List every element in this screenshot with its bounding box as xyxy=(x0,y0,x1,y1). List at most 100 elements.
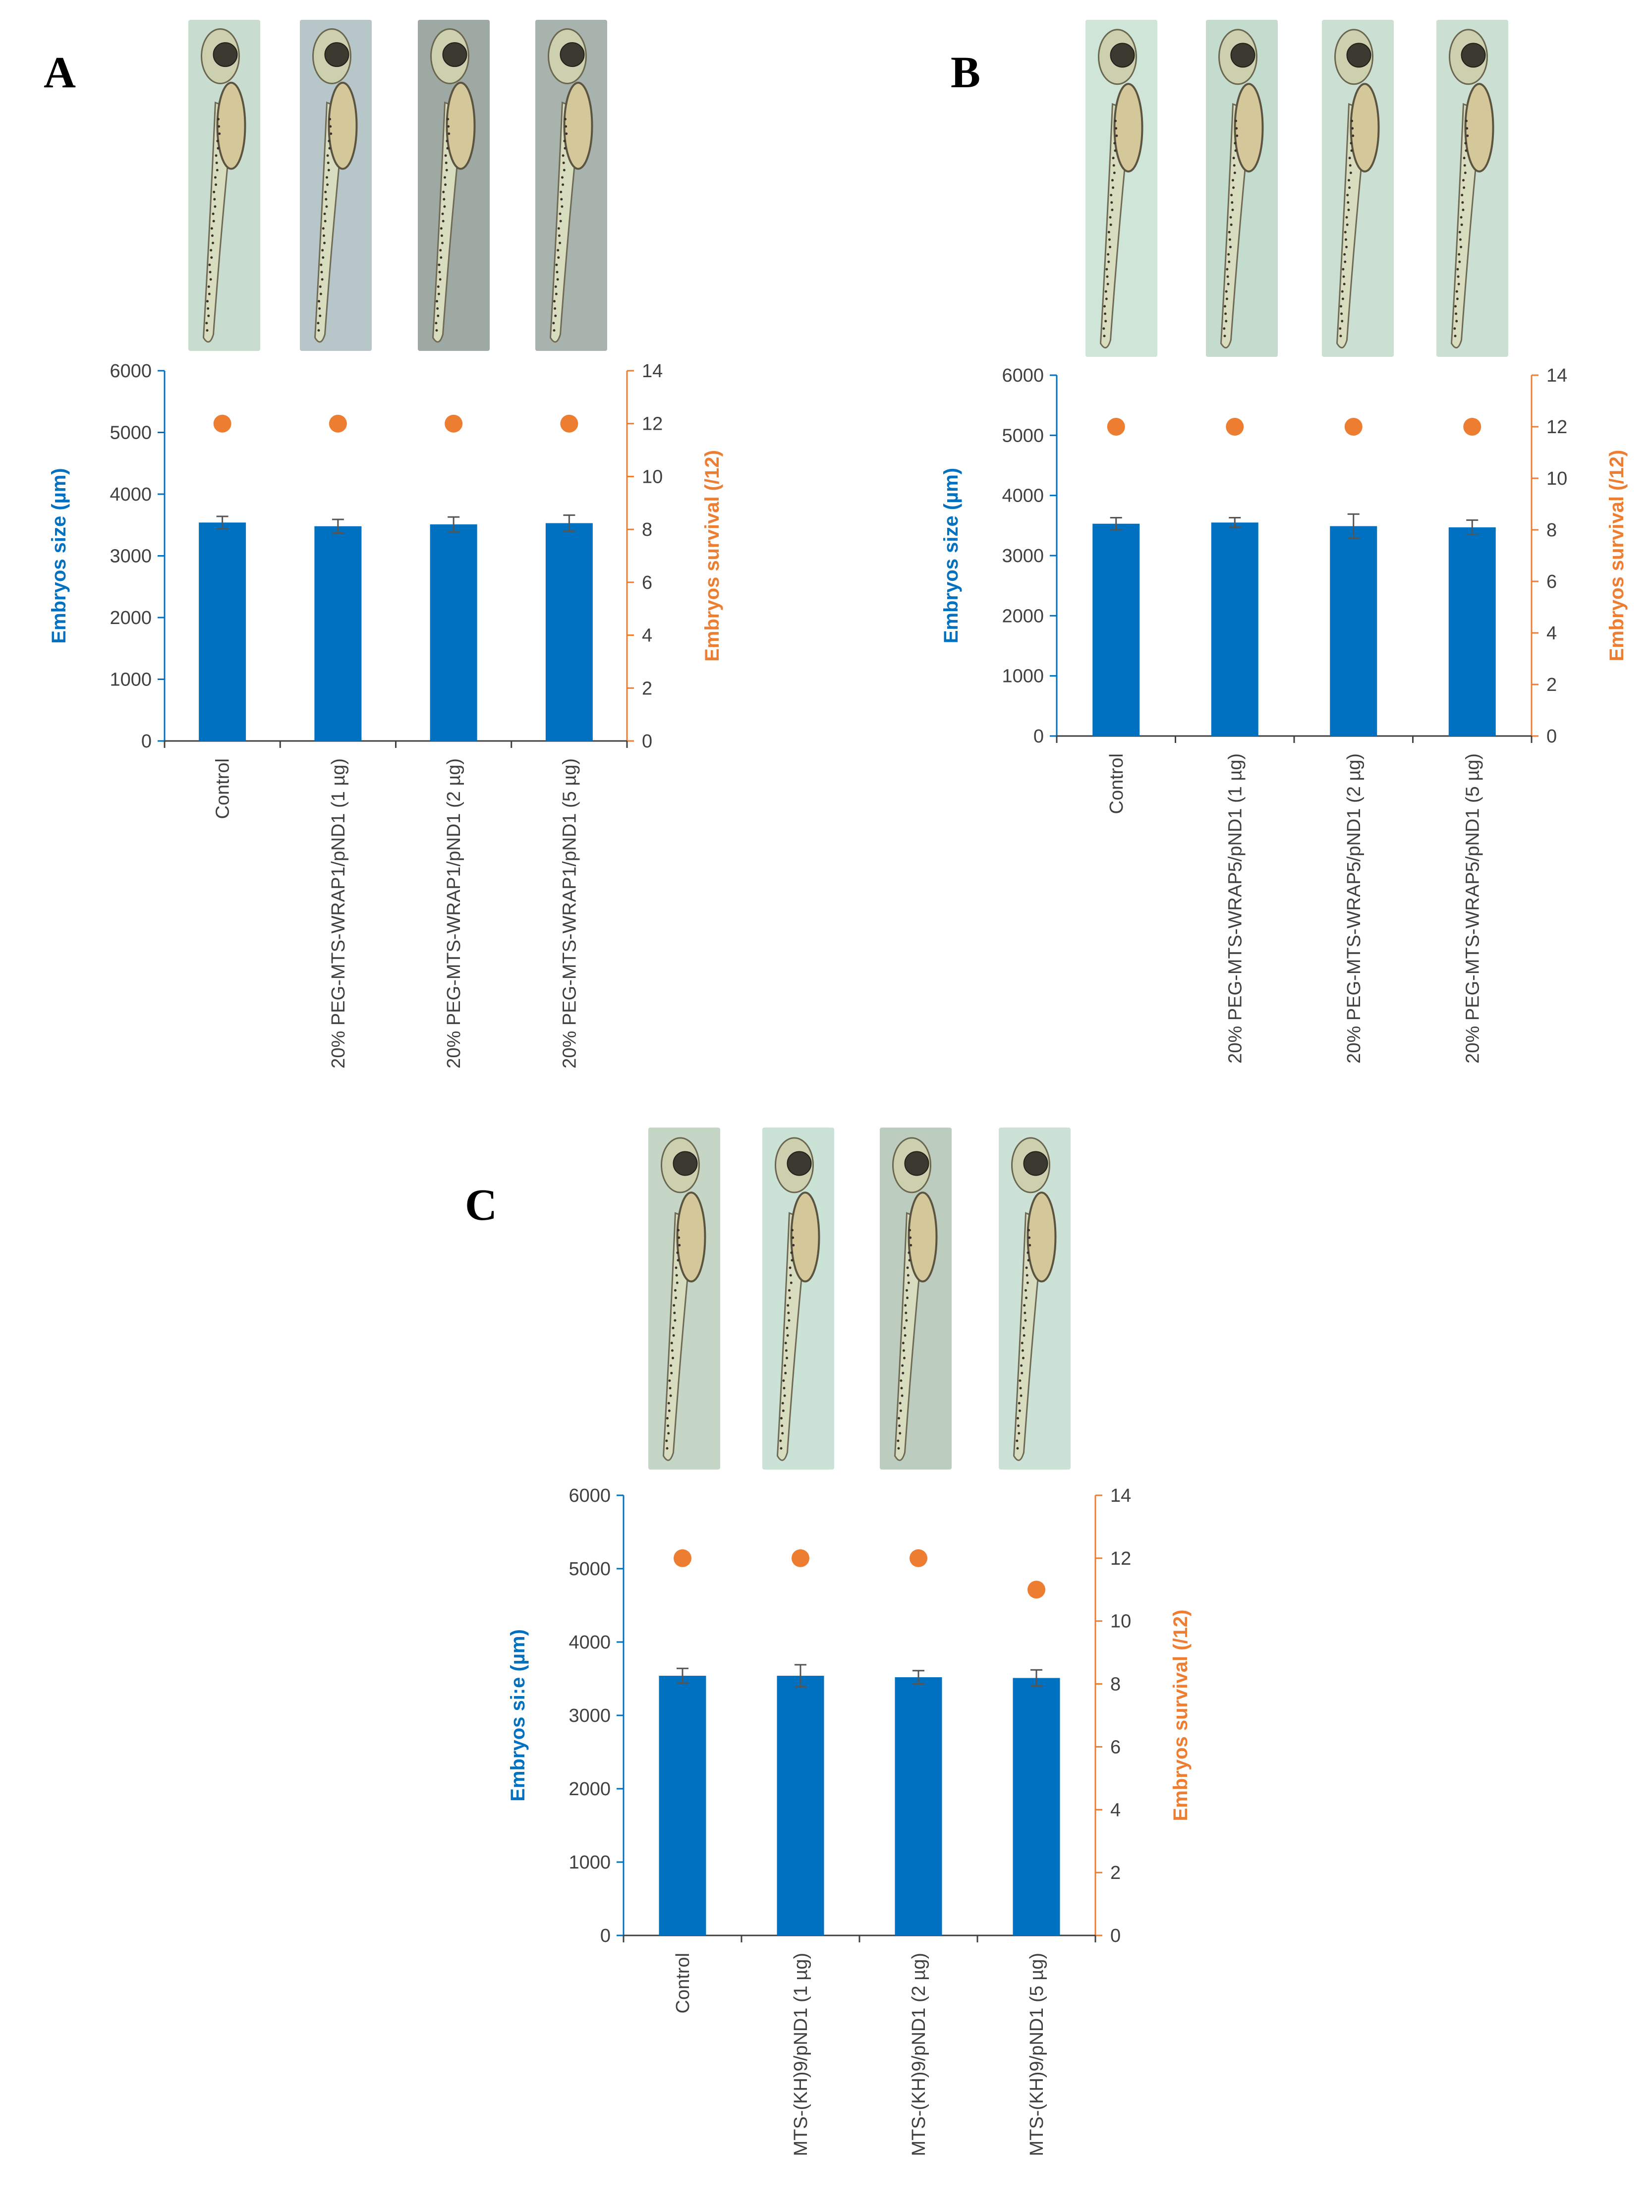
embryo-body-icon xyxy=(892,1137,938,1461)
y-tick-label: 1000 xyxy=(569,1852,611,1873)
y-tick-label: 5000 xyxy=(569,1559,611,1580)
embryo-photo xyxy=(762,1128,834,1470)
survival-point xyxy=(910,1549,927,1567)
embryo-photo xyxy=(880,1128,952,1470)
y2-tick-label: 10 xyxy=(1546,468,1567,489)
embryo-photo xyxy=(418,20,490,351)
y-tick-label: 3000 xyxy=(1002,546,1044,567)
y-tick-label: 0 xyxy=(1033,726,1044,747)
y2-tick-label: 4 xyxy=(642,625,652,646)
survival-point xyxy=(1107,418,1125,436)
y2-tick-label: 2 xyxy=(1546,675,1557,695)
y2-tick-label: 6 xyxy=(1110,1737,1121,1758)
panel-letter-c: C xyxy=(465,1181,497,1230)
x-category-label: 20% PEG-MTS-WRAP5/pND1 (2 µg) xyxy=(1344,753,1365,1064)
embryo-body-icon xyxy=(312,28,358,343)
y2-tick-label: 8 xyxy=(642,519,652,540)
bar xyxy=(430,524,477,741)
embryo-photo xyxy=(535,20,607,351)
embryo-photo xyxy=(188,20,260,351)
embryo-body-icon xyxy=(1334,29,1380,348)
chart-a: 0 1000 2000 3000 4000 5000 6000 0 2 4 6 8 10 12 14 Cont… xyxy=(48,361,723,1069)
embryo-photo xyxy=(648,1128,720,1470)
y-tick-label: 2000 xyxy=(569,1779,611,1800)
y2-tick-label: 12 xyxy=(642,414,663,435)
bar xyxy=(199,522,246,741)
embryo-photo xyxy=(1206,20,1278,357)
bar xyxy=(314,526,362,741)
survival-point xyxy=(1027,1581,1045,1599)
y2-tick-label: 2 xyxy=(642,678,652,699)
x-category-label: MTS-(KH)9/pND1 (5 µg) xyxy=(1026,1953,1047,2156)
y2-tick-label: 0 xyxy=(1546,726,1557,747)
y2-tick-label: 10 xyxy=(1110,1611,1131,1632)
y2-tick-label: 14 xyxy=(1546,365,1567,386)
y-tick-label: 3000 xyxy=(110,546,152,567)
y-tick-label: 4000 xyxy=(110,484,152,505)
y2-tick-label: 0 xyxy=(1110,1926,1121,1946)
bar xyxy=(1013,1678,1060,1935)
embryo-photo xyxy=(1436,20,1508,357)
bar xyxy=(545,523,593,741)
bar xyxy=(895,1677,942,1935)
survival-point xyxy=(445,414,463,433)
survival-point xyxy=(1226,418,1244,436)
y2-tick-label: 6 xyxy=(1546,571,1557,592)
y2-tick-label: 0 xyxy=(642,731,652,752)
survival-point xyxy=(792,1549,809,1567)
y-tick-label: 3000 xyxy=(569,1705,611,1726)
survival-point xyxy=(1344,418,1363,436)
y-axis-title: Embryos size (µm) xyxy=(48,468,70,643)
y2-axis-title: Embryos survival (/12) xyxy=(701,450,723,662)
embryo-body-icon xyxy=(1449,29,1494,348)
x-category-label: Control xyxy=(1106,753,1127,814)
y2-axis-title: Embryos survival (/12) xyxy=(1170,1610,1192,1821)
survival-point xyxy=(1463,418,1481,436)
embryo-body-icon xyxy=(201,28,246,343)
bar xyxy=(777,1676,824,1935)
y2-tick-label: 10 xyxy=(642,466,663,487)
y2-tick-label: 4 xyxy=(1110,1800,1121,1820)
y-tick-label: 1000 xyxy=(110,670,152,690)
embryo-body-icon xyxy=(1098,29,1143,348)
y-tick-label: 6000 xyxy=(1002,365,1044,386)
y-axis-title: Embryos si:e (µm) xyxy=(507,1629,529,1802)
bar xyxy=(1092,523,1140,736)
x-category-label: 20% PEG-MTS-WRAP1/pND1 (2 µg) xyxy=(444,758,464,1069)
y-axis-title: Embryos size (µm) xyxy=(940,468,962,643)
panel-letter-a: A xyxy=(44,48,76,97)
embryo-body-icon xyxy=(430,28,476,343)
x-category-label: Control xyxy=(673,1953,693,2014)
bar xyxy=(1448,527,1496,736)
bar xyxy=(659,1676,706,1935)
x-category-label: 20% PEG-MTS-WRAP1/pND1 (5 µg) xyxy=(559,758,580,1069)
survival-point xyxy=(560,414,578,433)
bar xyxy=(1211,522,1258,736)
embryo-body-icon xyxy=(775,1137,820,1461)
embryo-photo xyxy=(1322,20,1394,357)
x-category-label: 20% PEG-MTS-WRAP5/pND1 (1 µg) xyxy=(1225,753,1246,1064)
y2-tick-label: 6 xyxy=(642,572,652,593)
y-tick-label: 5000 xyxy=(1002,425,1044,446)
y-tick-label: 5000 xyxy=(110,423,152,444)
embryo-body-icon xyxy=(661,1137,706,1461)
survival-point xyxy=(329,414,347,433)
x-category-label: 20% PEG-MTS-WRAP1/pND1 (1 µg) xyxy=(328,758,349,1069)
y-tick-label: 0 xyxy=(600,1926,611,1946)
y-tick-label: 1000 xyxy=(1002,666,1044,687)
chart-b: 0 1000 2000 3000 4000 5000 6000 0 2 4 6 8 10 12 14 Cont… xyxy=(940,365,1628,1064)
embryo-photo xyxy=(300,20,372,351)
y-tick-label: 6000 xyxy=(110,361,152,382)
y2-tick-label: 14 xyxy=(1110,1485,1131,1506)
y-tick-label: 4000 xyxy=(569,1632,611,1653)
y-tick-label: 6000 xyxy=(569,1485,611,1506)
y2-tick-label: 4 xyxy=(1546,623,1557,644)
chart-c: 0 1000 2000 3000 4000 5000 6000 0 2 4 6 8 10 12 14 Cont… xyxy=(507,1485,1192,2156)
embryo-body-icon xyxy=(548,28,593,343)
embryo-body-icon xyxy=(1011,1137,1057,1461)
x-category-label: MTS-(KH)9/pND1 (1 µg) xyxy=(791,1953,811,2156)
y-tick-label: 2000 xyxy=(110,608,152,628)
y2-tick-label: 12 xyxy=(1110,1548,1131,1569)
survival-point xyxy=(674,1549,691,1567)
embryo-photo xyxy=(1085,20,1157,357)
